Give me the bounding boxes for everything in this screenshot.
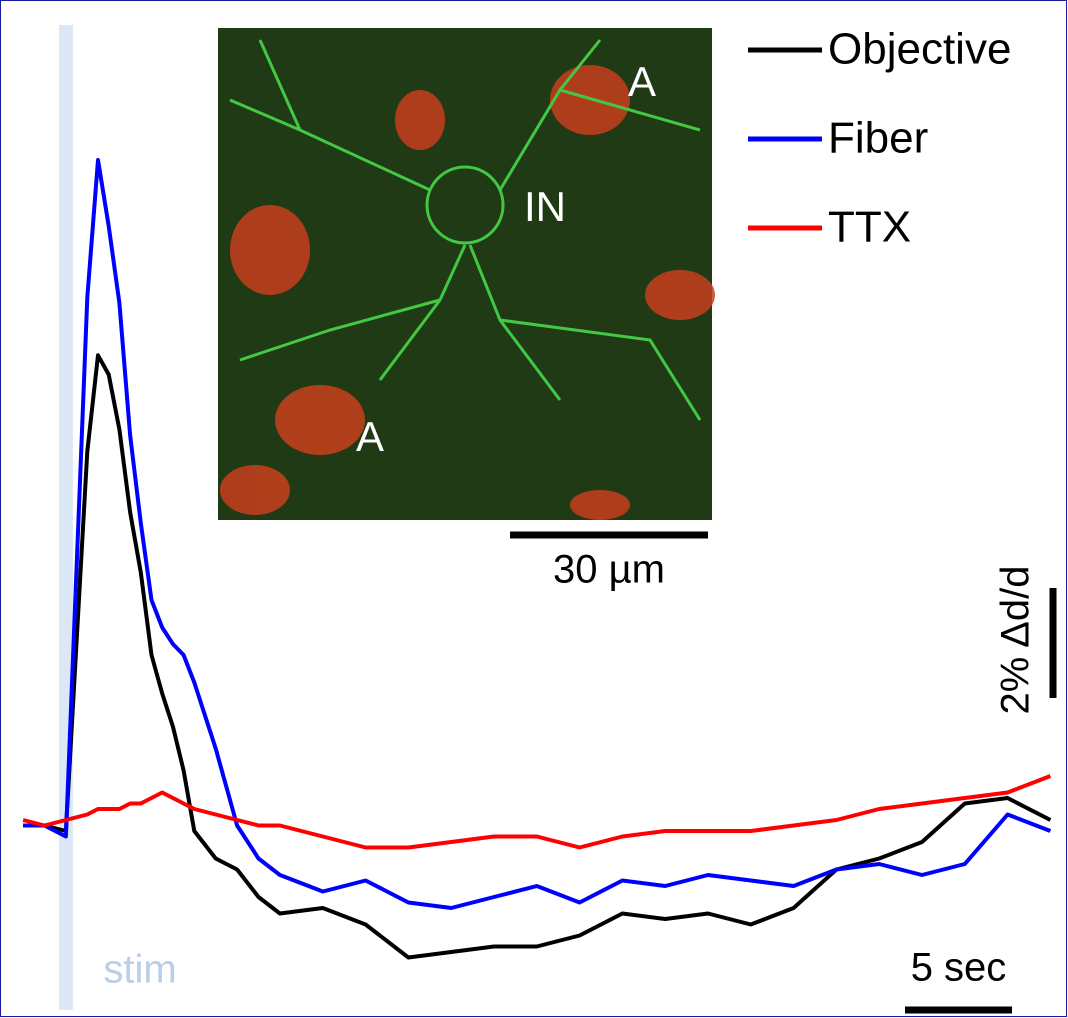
inset-label: A bbox=[628, 58, 656, 105]
series-line bbox=[22, 774, 1052, 850]
inset-image bbox=[218, 28, 715, 520]
stim-band bbox=[58, 25, 73, 1010]
inset-scale-label: 30 µm bbox=[553, 548, 665, 592]
inset-label: IN bbox=[524, 183, 566, 230]
image-green-cells bbox=[229, 39, 702, 421]
legend-label: TTX bbox=[828, 203, 911, 252]
y-scale-label: 2% Δd/d bbox=[994, 565, 1038, 714]
legend-label: Objective bbox=[828, 25, 1011, 74]
series-line bbox=[23, 353, 1052, 960]
inset-label: A bbox=[356, 413, 384, 460]
x-scale-label: 5 sec bbox=[911, 946, 1007, 990]
stim-label: stim bbox=[103, 948, 176, 992]
legend-label: Fiber bbox=[828, 114, 928, 163]
series-line bbox=[23, 158, 1052, 910]
